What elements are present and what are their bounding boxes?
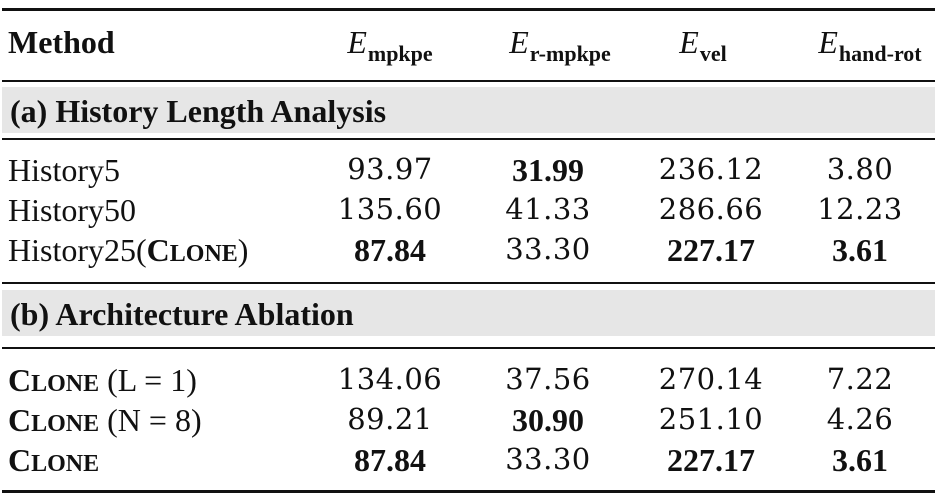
row-method: History25(CLONE) [8, 232, 248, 269]
section-b-header: (b) Architecture Ablation [2, 290, 935, 336]
method-name-rest: LONE [169, 241, 238, 267]
method-prefix: History25( [8, 232, 147, 268]
method-name-first: C [8, 402, 32, 438]
cell-hand-rot: 3.80 [826, 152, 894, 186]
bottom-rule [2, 490, 935, 493]
header-vel-sub: vel [699, 41, 727, 66]
cell-vel: 270.14 [658, 362, 764, 396]
section-b-rule [2, 347, 935, 349]
method-name-first: C [146, 232, 170, 268]
cell-mpkpe: 93.97 [347, 152, 433, 186]
header-hand-rot-symbol: E [818, 24, 838, 60]
cell-r-mpkpe: 31.99 [512, 152, 584, 188]
table-row: CLONE (N = 8) 89.21 30.90 251.10 4.26 [0, 402, 937, 442]
method-suffix: ) [237, 232, 249, 268]
cell-r-mpkpe: 37.56 [505, 362, 591, 396]
header-rule [2, 80, 935, 82]
cell-vel: 251.10 [658, 402, 764, 436]
cell-r-mpkpe: 30.90 [512, 402, 584, 438]
method-name-rest: LONE [31, 411, 100, 437]
cell-mpkpe: 134.06 [337, 362, 443, 396]
cell-mpkpe: 89.21 [347, 402, 433, 436]
header-vel-symbol: E [679, 24, 699, 60]
top-rule [2, 8, 935, 11]
cell-hand-rot: 12.23 [817, 192, 903, 226]
row-method: CLONE [8, 442, 99, 479]
cell-hand-rot: 3.61 [832, 232, 888, 268]
method-name-first: C [8, 362, 32, 398]
method-suffix: (N = 8) [99, 402, 202, 438]
header-r-mpkpe: Er-mpkpe [509, 24, 611, 66]
header-mpkpe-sub: mpkpe [367, 41, 433, 66]
cell-r-mpkpe: 41.33 [505, 192, 591, 226]
section-a-header: (a) History Length Analysis [2, 87, 935, 133]
table-row: History25(CLONE) 87.84 33.30 227.17 3.61 [0, 232, 937, 272]
cell-vel: 227.17 [667, 442, 755, 478]
cell-hand-rot: 7.22 [826, 362, 894, 396]
cell-mpkpe: 87.84 [354, 232, 426, 268]
table-row: CLONE (L = 1) 134.06 37.56 270.14 7.22 [0, 362, 937, 402]
header-mpkpe: Empkpe [347, 24, 432, 66]
table-row: History50 135.60 41.33 286.66 12.23 [0, 192, 937, 232]
section-a-rule [2, 138, 935, 140]
header-vel: Evel [679, 24, 726, 66]
row-method: CLONE (L = 1) [8, 362, 197, 399]
cell-mpkpe: 135.60 [337, 192, 443, 226]
section-b-top-rule [2, 282, 935, 284]
header-mpkpe-symbol: E [347, 24, 367, 60]
cell-r-mpkpe: 33.30 [505, 442, 591, 476]
section-a-title: (a) History Length Analysis [10, 93, 387, 129]
cell-vel: 286.66 [658, 192, 764, 226]
header-method-label: Method [8, 24, 115, 60]
section-b-title: (b) Architecture Ablation [10, 296, 354, 332]
header-method: Method [8, 24, 115, 61]
header-r-mpkpe-sub: r-mpkpe [529, 41, 611, 66]
header-hand-rot-sub: hand-rot [838, 41, 922, 66]
row-method: History50 [8, 192, 136, 228]
row-method: CLONE (N = 8) [8, 402, 202, 439]
table-row: History5 93.97 31.99 236.12 3.80 [0, 152, 937, 192]
cell-hand-rot: 3.61 [832, 442, 888, 478]
method-suffix: (L = 1) [99, 362, 197, 398]
header-hand-rot: Ehand-rot [818, 24, 921, 66]
header-r-mpkpe-symbol: E [509, 24, 529, 60]
cell-vel: 227.17 [667, 232, 755, 268]
cell-hand-rot: 4.26 [826, 402, 894, 436]
row-method: History5 [8, 152, 120, 188]
method-name-rest: LONE [31, 451, 100, 477]
table-row: CLONE 87.84 33.30 227.17 3.61 [0, 442, 937, 482]
method-name-rest: LONE [31, 371, 100, 397]
cell-r-mpkpe: 33.30 [505, 232, 591, 266]
cell-mpkpe: 87.84 [354, 442, 426, 478]
cell-vel: 236.12 [658, 152, 764, 186]
method-name-first: C [8, 442, 32, 478]
